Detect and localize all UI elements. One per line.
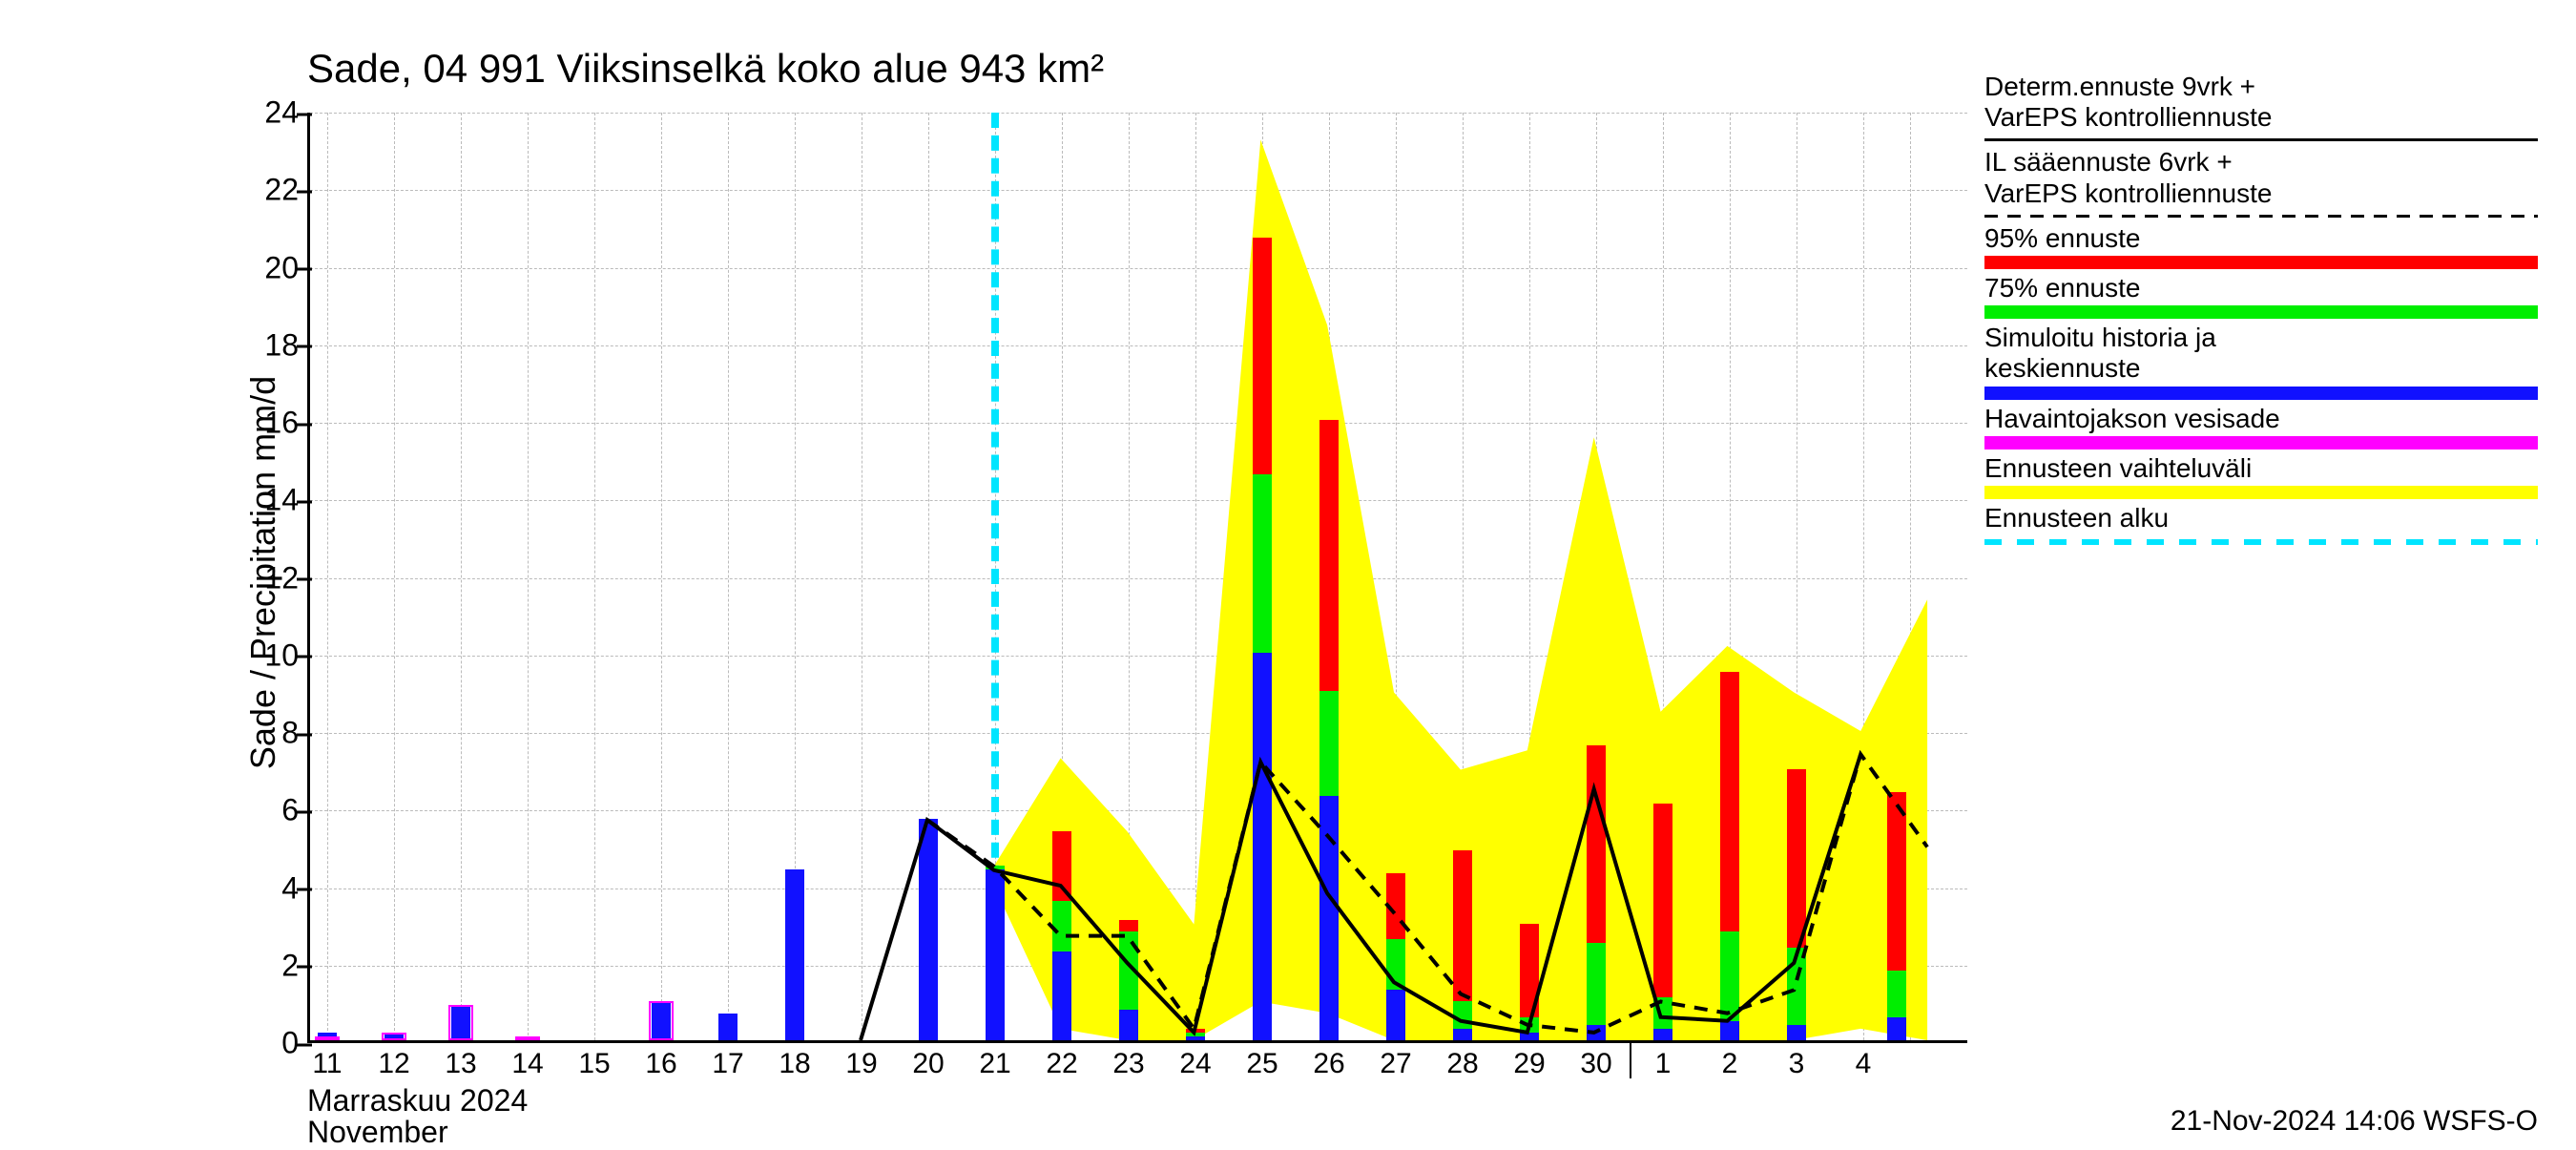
legend: Determ.ennuste 9vrk + VarEPS kontrollien…: [1984, 72, 2538, 551]
y-tick: 12: [264, 560, 310, 596]
footer-timestamp: 21-Nov-2024 14:06 WSFS-O: [2171, 1105, 2538, 1138]
legend-swatch: [1984, 539, 2538, 545]
legend-swatch: [1984, 215, 2538, 218]
x-tick: 11: [312, 1040, 342, 1080]
legend-entry: Ennusteen vaihteluväli: [1984, 453, 2538, 499]
line-determ: [861, 754, 1860, 1040]
x-tick: 28: [1446, 1040, 1478, 1080]
x-tick: 22: [1046, 1040, 1077, 1080]
x-tick: 27: [1380, 1040, 1411, 1080]
precipitation-chart: Sade, 04 991 Viiksinselkä koko alue 943 …: [0, 0, 2576, 1145]
x-tick: 25: [1246, 1040, 1278, 1080]
x-tick: 16: [645, 1040, 676, 1080]
x-tick: 30: [1580, 1040, 1611, 1080]
legend-swatch: [1984, 305, 2538, 319]
plot-area: 1112131415161718192021222324252627282930…: [307, 113, 1967, 1043]
x-month-fi: Marraskuu 2024: [307, 1083, 528, 1119]
line-il: [927, 754, 1927, 1033]
x-tick: 13: [445, 1040, 476, 1080]
x-tick: 17: [712, 1040, 743, 1080]
y-tick: 2: [281, 948, 310, 983]
x-tick: 23: [1112, 1040, 1144, 1080]
legend-label: Havaintojakson vesisade: [1984, 404, 2538, 434]
y-tick: 14: [264, 483, 310, 518]
y-tick: 22: [264, 173, 310, 208]
y-tick: 20: [264, 250, 310, 285]
legend-swatch: [1984, 256, 2538, 269]
legend-label: Ennusteen vaihteluväli: [1984, 453, 2538, 484]
legend-entry: Ennusteen alku: [1984, 503, 2538, 545]
legend-swatch: [1984, 436, 2538, 450]
legend-label: 95% ennuste: [1984, 223, 2538, 254]
lines-svg: [310, 113, 1967, 1040]
y-tick: 6: [281, 793, 310, 828]
month-boundary: [1630, 1040, 1631, 1078]
legend-label: 75% ennuste: [1984, 273, 2538, 303]
legend-label: Simuloitu historia ja keskiennuste: [1984, 323, 2538, 384]
y-tick: 0: [281, 1026, 310, 1061]
legend-swatch: [1984, 387, 2538, 400]
legend-entry: IL sääennuste 6vrk + VarEPS kontrollienn…: [1984, 147, 2538, 217]
x-tick: 14: [511, 1040, 543, 1080]
legend-label: IL sääennuste 6vrk + VarEPS kontrollienn…: [1984, 147, 2538, 208]
legend-entry: Havaintojakson vesisade: [1984, 404, 2538, 450]
y-tick: 18: [264, 327, 310, 363]
legend-label: Ennusteen alku: [1984, 503, 2538, 533]
x-tick: 3: [1789, 1040, 1805, 1080]
x-tick: 20: [912, 1040, 944, 1080]
x-tick: 29: [1513, 1040, 1545, 1080]
y-tick: 10: [264, 638, 310, 673]
y-tick: 4: [281, 870, 310, 906]
x-tick: 21: [979, 1040, 1010, 1080]
x-tick: 2: [1722, 1040, 1738, 1080]
x-tick: 19: [845, 1040, 877, 1080]
x-month-en: November: [307, 1115, 448, 1150]
y-tick: 24: [264, 95, 310, 131]
legend-entry: 95% ennuste: [1984, 223, 2538, 269]
legend-entry: Simuloitu historia ja keskiennuste: [1984, 323, 2538, 399]
legend-entry: 75% ennuste: [1984, 273, 2538, 319]
x-tick: 26: [1313, 1040, 1344, 1080]
chart-title: Sade, 04 991 Viiksinselkä koko alue 943 …: [307, 46, 1104, 92]
x-tick: 15: [578, 1040, 610, 1080]
legend-swatch: [1984, 138, 2538, 141]
y-tick: 8: [281, 716, 310, 751]
y-tick: 16: [264, 406, 310, 441]
x-tick: 1: [1655, 1040, 1672, 1080]
x-tick: 18: [779, 1040, 810, 1080]
x-tick: 12: [378, 1040, 409, 1080]
x-tick: 4: [1856, 1040, 1872, 1080]
x-tick: 24: [1179, 1040, 1211, 1080]
legend-label: Determ.ennuste 9vrk + VarEPS kontrollien…: [1984, 72, 2538, 133]
legend-entry: Determ.ennuste 9vrk + VarEPS kontrollien…: [1984, 72, 2538, 141]
legend-swatch: [1984, 486, 2538, 499]
